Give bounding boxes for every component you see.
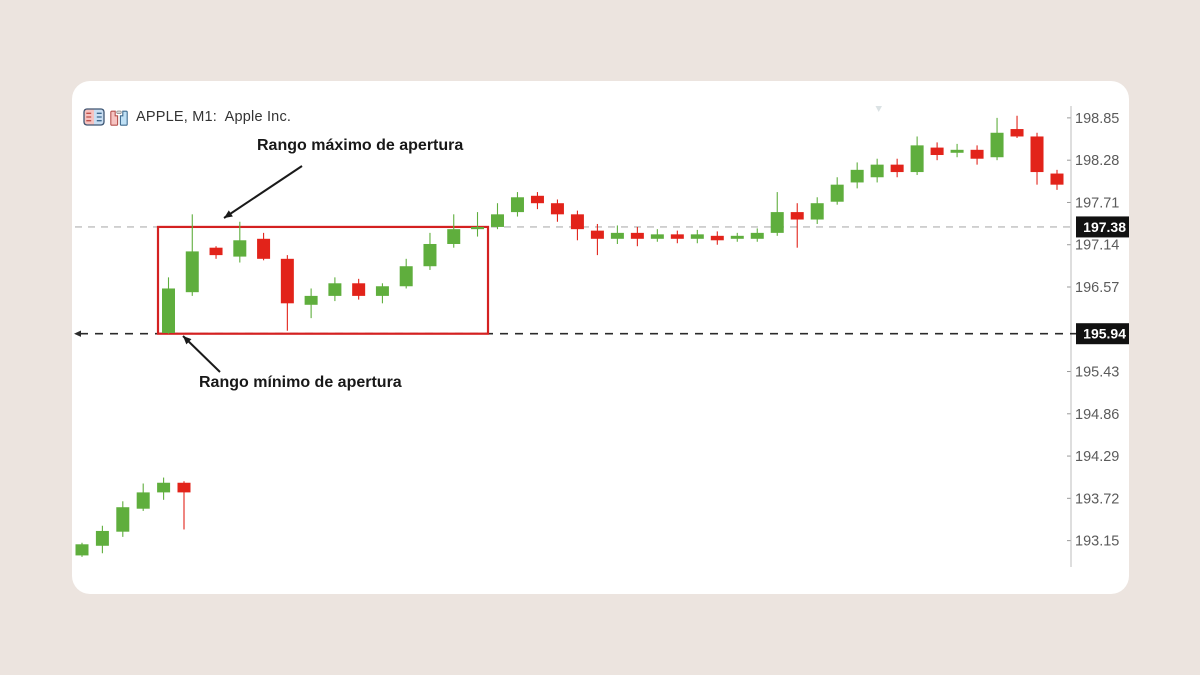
svg-text:194.86: 194.86 bbox=[1075, 407, 1119, 423]
svg-text:197.14: 197.14 bbox=[1075, 238, 1119, 254]
svg-text:197.38: 197.38 bbox=[1083, 219, 1126, 235]
svg-text:Rango mínimo de apertura: Rango mínimo de apertura bbox=[199, 374, 402, 391]
svg-text:193.72: 193.72 bbox=[1075, 491, 1119, 507]
svg-text:193.15: 193.15 bbox=[1075, 534, 1119, 550]
svg-text:198.28: 198.28 bbox=[1075, 153, 1119, 169]
svg-text:198.85: 198.85 bbox=[1075, 111, 1119, 127]
svg-text:195.43: 195.43 bbox=[1075, 365, 1119, 381]
svg-text:196.57: 196.57 bbox=[1075, 280, 1119, 296]
svg-text:Rango máximo de apertura: Rango máximo de apertura bbox=[257, 137, 463, 154]
svg-text:197.71: 197.71 bbox=[1075, 195, 1119, 211]
svg-text:194.29: 194.29 bbox=[1075, 449, 1119, 465]
svg-text:195.94: 195.94 bbox=[1083, 326, 1126, 342]
